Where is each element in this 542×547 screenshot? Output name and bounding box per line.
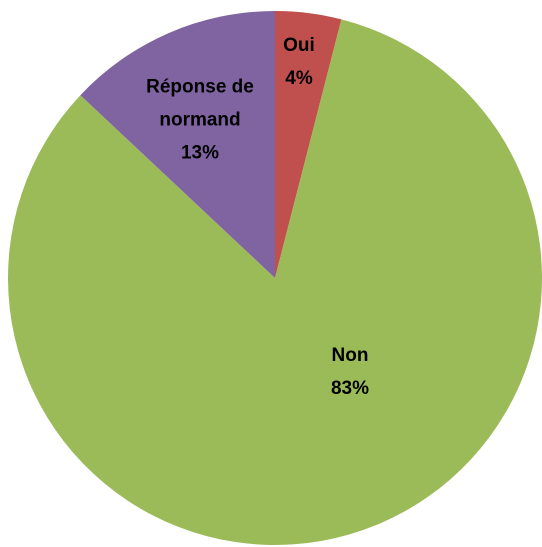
value-label: 83%: [330, 378, 370, 399]
category-label: Oui: [283, 35, 315, 56]
pie-slice: [80, 11, 275, 278]
category-label: Non: [331, 345, 369, 366]
pie-slice: [275, 11, 342, 278]
slice-label: Oui 4%: [269, 29, 329, 95]
pie-slice: [8, 19, 542, 545]
value-label: 13%: [180, 142, 220, 164]
category-label: Réponse de normand: [146, 76, 254, 131]
slice-label: Non 83%: [290, 339, 410, 405]
value-label: 4%: [285, 68, 313, 89]
slice-label: Réponse de normand 13%: [120, 71, 280, 170]
